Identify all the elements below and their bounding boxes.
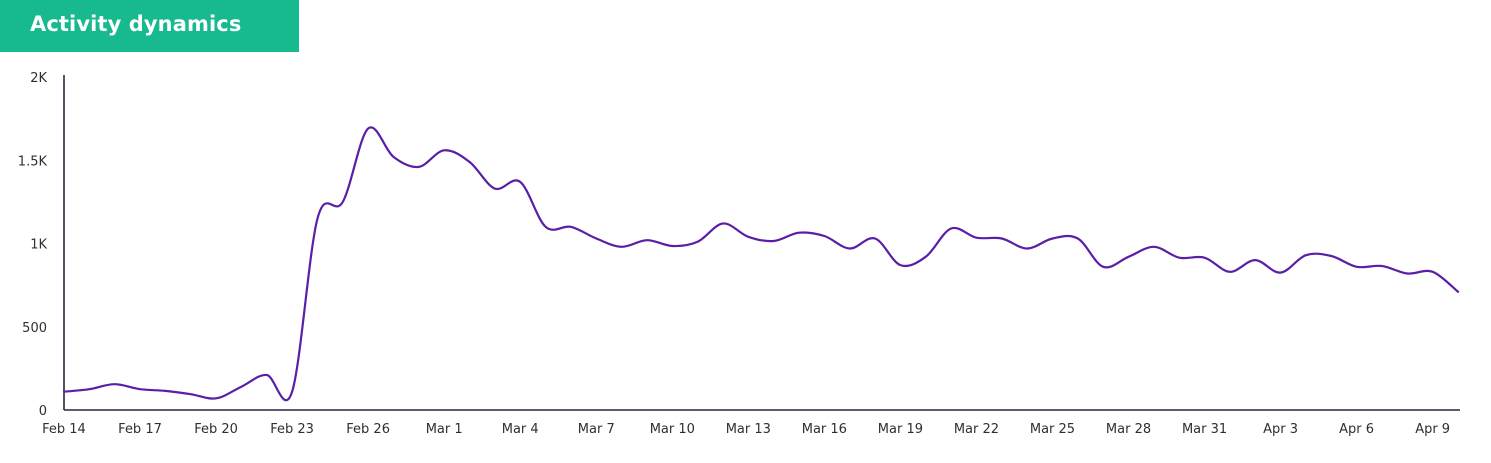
x-tick-label: Mar 7 <box>578 422 615 437</box>
x-tick-label: Feb 20 <box>194 422 238 437</box>
x-tick-label: Mar 31 <box>1182 422 1227 437</box>
x-tick-label: Feb 14 <box>42 422 86 437</box>
y-axis-ticks: 0 500 1K 1.5K 2K <box>18 71 48 419</box>
y-tick-label: 0 <box>39 404 47 419</box>
x-tick-label: Apr 9 <box>1415 422 1450 437</box>
x-tick-label: Feb 26 <box>346 422 390 437</box>
x-tick-label: Mar 10 <box>650 422 695 437</box>
chart-axes <box>63 75 1460 411</box>
chart-title-tab: Activity dynamics <box>0 0 299 52</box>
x-tick-label: Feb 17 <box>118 422 162 437</box>
x-tick-label: Mar 4 <box>502 422 539 437</box>
activity-series-line <box>62 126 1460 402</box>
x-tick-label: Mar 1 <box>426 422 463 437</box>
x-tick-label: Feb 23 <box>270 422 314 437</box>
x-tick-label: Apr 6 <box>1339 422 1374 437</box>
x-tick-label: Apr 3 <box>1263 422 1298 437</box>
y-tick-label: 1.5K <box>18 154 48 169</box>
x-axis-ticks: Feb 14 Feb 17 Feb 20 Feb 23 Feb 26 Mar 1 Mar 4… <box>42 422 1450 437</box>
x-tick-label: Mar 25 <box>1030 422 1075 437</box>
x-tick-label: Mar 16 <box>802 422 847 437</box>
x-tick-label: Mar 28 <box>1106 422 1151 437</box>
x-tick-label: Mar 13 <box>726 422 771 437</box>
chart-title: Activity dynamics <box>30 12 242 36</box>
x-tick-label: Mar 19 <box>878 422 923 437</box>
x-tick-label: Mar 22 <box>954 422 999 437</box>
y-tick-label: 2K <box>30 71 47 86</box>
y-tick-label: 500 <box>22 321 47 336</box>
y-tick-label: 1K <box>30 238 47 253</box>
series-group <box>62 126 1460 402</box>
